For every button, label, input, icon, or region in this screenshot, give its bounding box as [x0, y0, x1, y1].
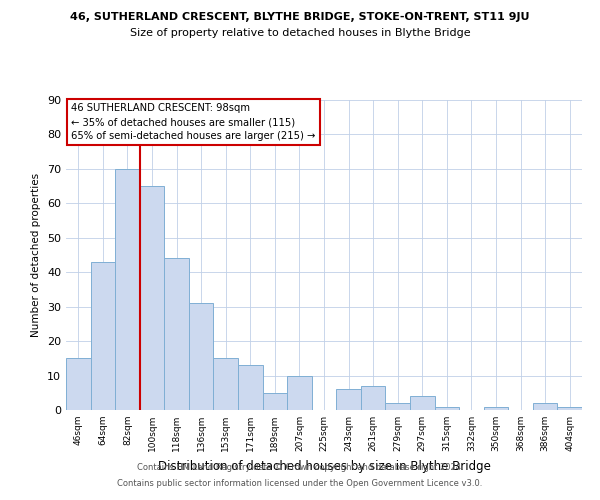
Bar — [66, 358, 91, 410]
Bar — [164, 258, 189, 410]
Bar — [434, 406, 459, 410]
Text: 46 SUTHERLAND CRESCENT: 98sqm
← 35% of detached houses are smaller (115)
65% of : 46 SUTHERLAND CRESCENT: 98sqm ← 35% of d… — [71, 103, 316, 141]
Text: Contains public sector information licensed under the Open Government Licence v3: Contains public sector information licen… — [118, 478, 482, 488]
Bar — [238, 365, 263, 410]
Bar — [410, 396, 434, 410]
Bar — [115, 169, 140, 410]
Text: Size of property relative to detached houses in Blythe Bridge: Size of property relative to detached ho… — [130, 28, 470, 38]
Bar — [287, 376, 312, 410]
Bar — [189, 303, 214, 410]
Bar — [557, 406, 582, 410]
Bar — [361, 386, 385, 410]
Bar — [484, 406, 508, 410]
Bar — [263, 393, 287, 410]
Bar — [336, 390, 361, 410]
Text: Contains HM Land Registry data © Crown copyright and database right 2024.: Contains HM Land Registry data © Crown c… — [137, 464, 463, 472]
Text: 46, SUTHERLAND CRESCENT, BLYTHE BRIDGE, STOKE-ON-TRENT, ST11 9JU: 46, SUTHERLAND CRESCENT, BLYTHE BRIDGE, … — [70, 12, 530, 22]
Bar — [140, 186, 164, 410]
X-axis label: Distribution of detached houses by size in Blythe Bridge: Distribution of detached houses by size … — [158, 460, 490, 472]
Bar — [385, 403, 410, 410]
Bar — [214, 358, 238, 410]
Bar — [91, 262, 115, 410]
Y-axis label: Number of detached properties: Number of detached properties — [31, 173, 41, 337]
Bar — [533, 403, 557, 410]
